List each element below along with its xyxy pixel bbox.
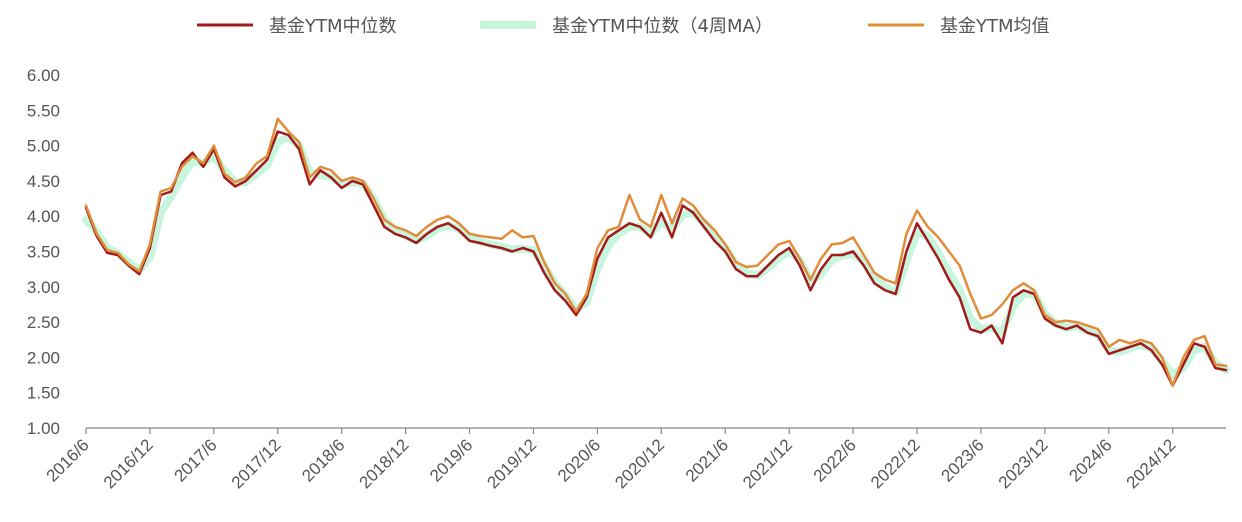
legend-label: 基金YTM均值 — [940, 16, 1050, 37]
y-tick-label: 4.00 — [27, 207, 60, 226]
y-tick-label: 4.50 — [27, 172, 60, 191]
x-tick-label: 2023/6 — [938, 435, 988, 485]
x-tick-label: 2024/6 — [1065, 435, 1115, 485]
legend: 基金YTM中位数 基金YTM中位数（4周MA） 基金YTM均值 — [197, 16, 1050, 37]
x-tick-label: 2023/12 — [995, 435, 1052, 492]
legend-label: 基金YTM中位数 — [269, 16, 397, 37]
x-tick-label: 2018/12 — [356, 435, 413, 492]
x-tick-label: 2020/6 — [554, 435, 604, 485]
x-axis: 2016/6 2016/12 2017/6 2017/12 2018/6 2018/12 2… — [43, 427, 1226, 492]
x-tick-label: 2020/12 — [611, 435, 668, 492]
y-tick-label: 6.00 — [27, 66, 60, 85]
y-tick-label: 3.50 — [27, 243, 60, 262]
y-tick-label: 5.50 — [27, 101, 60, 120]
x-tick-label: 2017/6 — [170, 435, 220, 485]
x-tick-label: 2024/12 — [1123, 435, 1180, 492]
y-tick-label: 1.50 — [27, 384, 60, 403]
series-line-0 — [84, 130, 1228, 387]
y-axis: 1.00 1.50 2.00 2.50 3.00 3.50 4.00 4.50 5.00 5.50… — [27, 66, 60, 438]
y-tick-label: 1.00 — [27, 419, 60, 438]
legend-label: 基金YTM中位数（4周MA） — [552, 16, 773, 37]
series-line-2 — [84, 117, 1228, 387]
x-tick-label: 2016/6 — [43, 435, 93, 485]
y-tick-label: 5.00 — [27, 137, 60, 156]
y-tick-label: 2.00 — [27, 348, 60, 367]
y-tick-label: 3.00 — [27, 278, 60, 297]
x-tick-label: 2019/6 — [426, 435, 476, 485]
x-tick-label: 2016/12 — [100, 435, 157, 492]
series-line-1 — [82, 133, 1230, 380]
x-tick-label: 2021/12 — [739, 435, 796, 492]
x-tick-label: 2021/6 — [682, 435, 732, 485]
x-tick-label: 2019/12 — [483, 435, 540, 492]
x-tick-label: 2022/6 — [810, 435, 860, 485]
x-tick-label: 2017/12 — [228, 435, 285, 492]
x-tick-label: 2022/12 — [867, 435, 924, 492]
y-tick-label: 2.50 — [27, 313, 60, 332]
plot-area — [82, 117, 1230, 387]
x-tick-label: 2018/6 — [298, 435, 348, 485]
